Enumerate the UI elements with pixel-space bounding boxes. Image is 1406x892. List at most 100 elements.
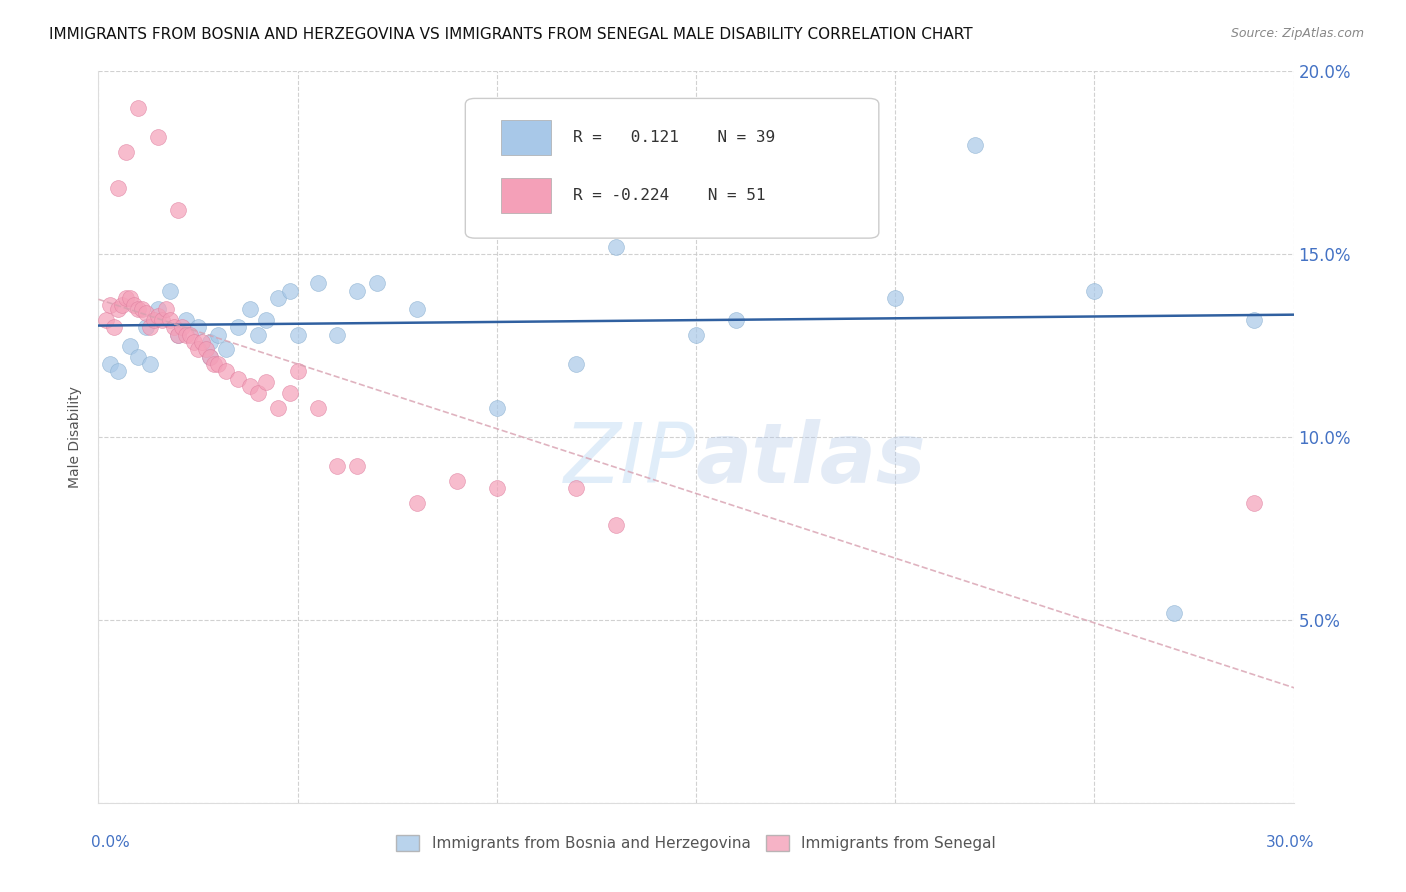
Point — [98, 298, 122, 312]
Point — [804, 211, 827, 225]
Point — [187, 343, 209, 357]
Point — [1243, 496, 1265, 510]
Point — [159, 284, 181, 298]
Point — [406, 496, 429, 510]
Point — [215, 343, 238, 357]
Point — [198, 350, 221, 364]
Point — [1243, 313, 1265, 327]
Point — [139, 320, 162, 334]
Point — [107, 181, 129, 195]
Point — [724, 313, 747, 327]
Point — [446, 474, 468, 488]
Text: 0.0%: 0.0% — [91, 836, 131, 850]
FancyBboxPatch shape — [501, 178, 551, 213]
Point — [346, 459, 368, 474]
Point — [135, 320, 157, 334]
Point — [191, 334, 214, 349]
Point — [107, 301, 129, 317]
Point — [884, 291, 907, 305]
Point — [107, 364, 129, 378]
Point — [1083, 284, 1105, 298]
Point — [120, 338, 142, 352]
Point — [254, 313, 277, 327]
Y-axis label: Male Disability: Male Disability — [69, 386, 83, 488]
Text: IMMIGRANTS FROM BOSNIA AND HERZEGOVINA VS IMMIGRANTS FROM SENEGAL MALE DISABILIT: IMMIGRANTS FROM BOSNIA AND HERZEGOVINA V… — [49, 27, 973, 42]
Point — [111, 298, 134, 312]
Point — [148, 310, 170, 324]
Point — [287, 364, 309, 378]
Point — [195, 343, 218, 357]
Point — [115, 145, 138, 159]
Text: R =   0.121    N = 39: R = 0.121 N = 39 — [572, 130, 775, 145]
Point — [131, 301, 153, 317]
Point — [183, 334, 205, 349]
Point — [239, 301, 262, 317]
Point — [278, 284, 301, 298]
Point — [198, 334, 221, 349]
Point — [159, 313, 181, 327]
Point — [96, 313, 118, 327]
Text: ZIP: ZIP — [564, 418, 696, 500]
Point — [179, 327, 201, 342]
Text: 30.0%: 30.0% — [1267, 836, 1315, 850]
FancyBboxPatch shape — [465, 98, 879, 238]
Point — [565, 357, 588, 371]
Point — [565, 481, 588, 495]
Point — [346, 284, 368, 298]
Point — [239, 379, 262, 393]
Point — [127, 301, 149, 317]
Point — [406, 301, 429, 317]
Point — [207, 357, 229, 371]
Point — [98, 357, 122, 371]
Point — [645, 211, 668, 225]
Point — [120, 291, 142, 305]
Point — [685, 327, 707, 342]
Point — [254, 375, 277, 389]
Text: Source: ZipAtlas.com: Source: ZipAtlas.com — [1230, 27, 1364, 40]
Legend: Immigrants from Bosnia and Herzegovina, Immigrants from Senegal: Immigrants from Bosnia and Herzegovina, … — [391, 830, 1001, 857]
Point — [174, 327, 197, 342]
Point — [287, 327, 309, 342]
Point — [366, 277, 388, 291]
Point — [226, 371, 249, 385]
Point — [202, 357, 225, 371]
Point — [605, 517, 627, 532]
Point — [215, 364, 238, 378]
Point — [115, 291, 138, 305]
Point — [135, 306, 157, 320]
FancyBboxPatch shape — [501, 120, 551, 155]
Point — [207, 327, 229, 342]
Point — [124, 298, 146, 312]
Point — [267, 291, 290, 305]
Point — [163, 320, 186, 334]
Text: atlas: atlas — [696, 418, 927, 500]
Point — [963, 137, 986, 152]
Point — [167, 327, 190, 342]
Point — [172, 320, 194, 334]
Point — [143, 313, 166, 327]
Point — [167, 327, 190, 342]
Point — [485, 401, 508, 415]
Point — [127, 101, 149, 115]
Point — [307, 277, 329, 291]
Point — [605, 240, 627, 254]
Point — [148, 130, 170, 145]
Text: R = -0.224    N = 51: R = -0.224 N = 51 — [572, 188, 765, 203]
Point — [267, 401, 290, 415]
Point — [278, 386, 301, 401]
Point — [1163, 606, 1185, 620]
Point — [155, 301, 177, 317]
Point — [326, 327, 349, 342]
Point — [246, 386, 269, 401]
Point — [127, 350, 149, 364]
Point — [148, 301, 170, 317]
Point — [139, 357, 162, 371]
Point — [326, 459, 349, 474]
Point — [485, 481, 508, 495]
Point — [103, 320, 125, 334]
Point — [174, 313, 197, 327]
Point — [246, 327, 269, 342]
Point — [167, 203, 190, 218]
Point — [307, 401, 329, 415]
Point — [226, 320, 249, 334]
